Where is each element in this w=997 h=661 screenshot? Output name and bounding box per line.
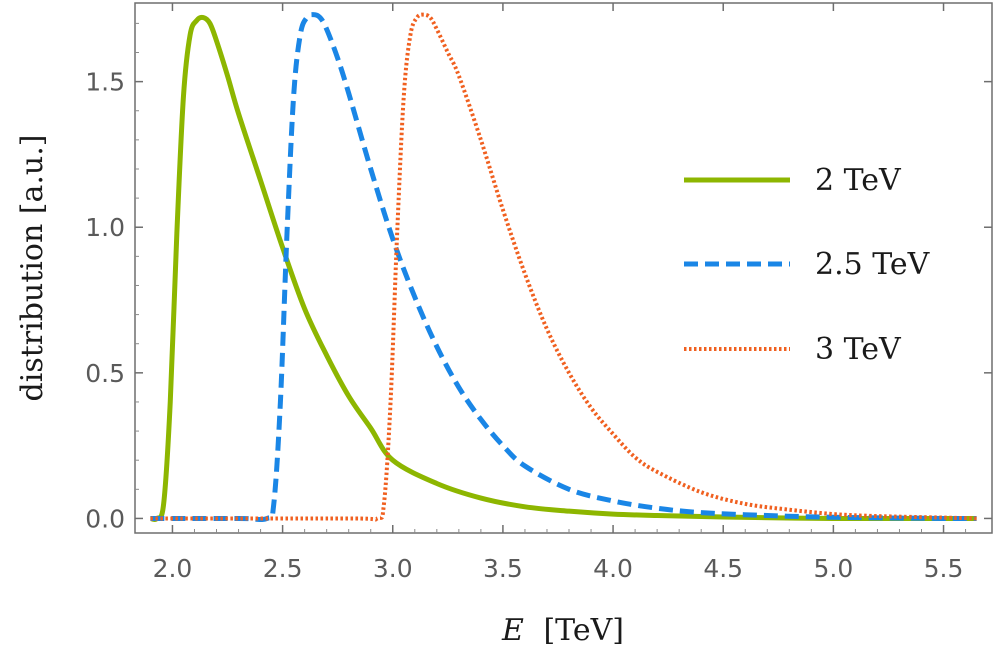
x-tick-label: 3.5 — [483, 554, 523, 583]
y-tick-label: 0.5 — [85, 359, 125, 388]
legend: 2 TeV 2.5 TeV 3 TeV — [684, 163, 931, 367]
plot-frame — [134, 2, 993, 534]
x-tick-label: 3.0 — [373, 554, 413, 583]
x-tick-label: 5.5 — [924, 554, 964, 583]
x-tick-label: 4.5 — [703, 554, 743, 583]
x-tick-label: 2.0 — [153, 554, 193, 583]
x-axis-ticks: 2.0 2.5 3.0 3.5 4.0 4.5 5.0 5.5 — [153, 3, 967, 583]
x-axis-unit: [TeV] — [543, 613, 624, 648]
x-tick-label: 2.5 — [263, 554, 303, 583]
legend-label-3: 3 TeV — [815, 332, 902, 367]
y-tick-label: 1.5 — [85, 68, 125, 97]
y-tick-label: 0.0 — [85, 504, 125, 533]
y-axis-title: distribution [a.u.] — [15, 135, 50, 402]
x-axis-title: E [TeV] — [501, 613, 624, 648]
legend-label-1: 2 TeV — [815, 163, 902, 198]
series-line-2 — [150, 12, 977, 523]
x-tick-label: 5.0 — [813, 554, 853, 583]
x-axis-variable: E — [501, 613, 524, 648]
legend-label-2: 2.5 TeV — [815, 247, 931, 282]
series-layer — [149, 12, 977, 523]
x-tick-label: 4.0 — [593, 554, 633, 583]
y-axis-ticks: 0.0 0.5 1.0 1.5 — [85, 22, 992, 533]
y-tick-label: 1.0 — [85, 213, 125, 242]
series-line-3 — [150, 12, 977, 522]
